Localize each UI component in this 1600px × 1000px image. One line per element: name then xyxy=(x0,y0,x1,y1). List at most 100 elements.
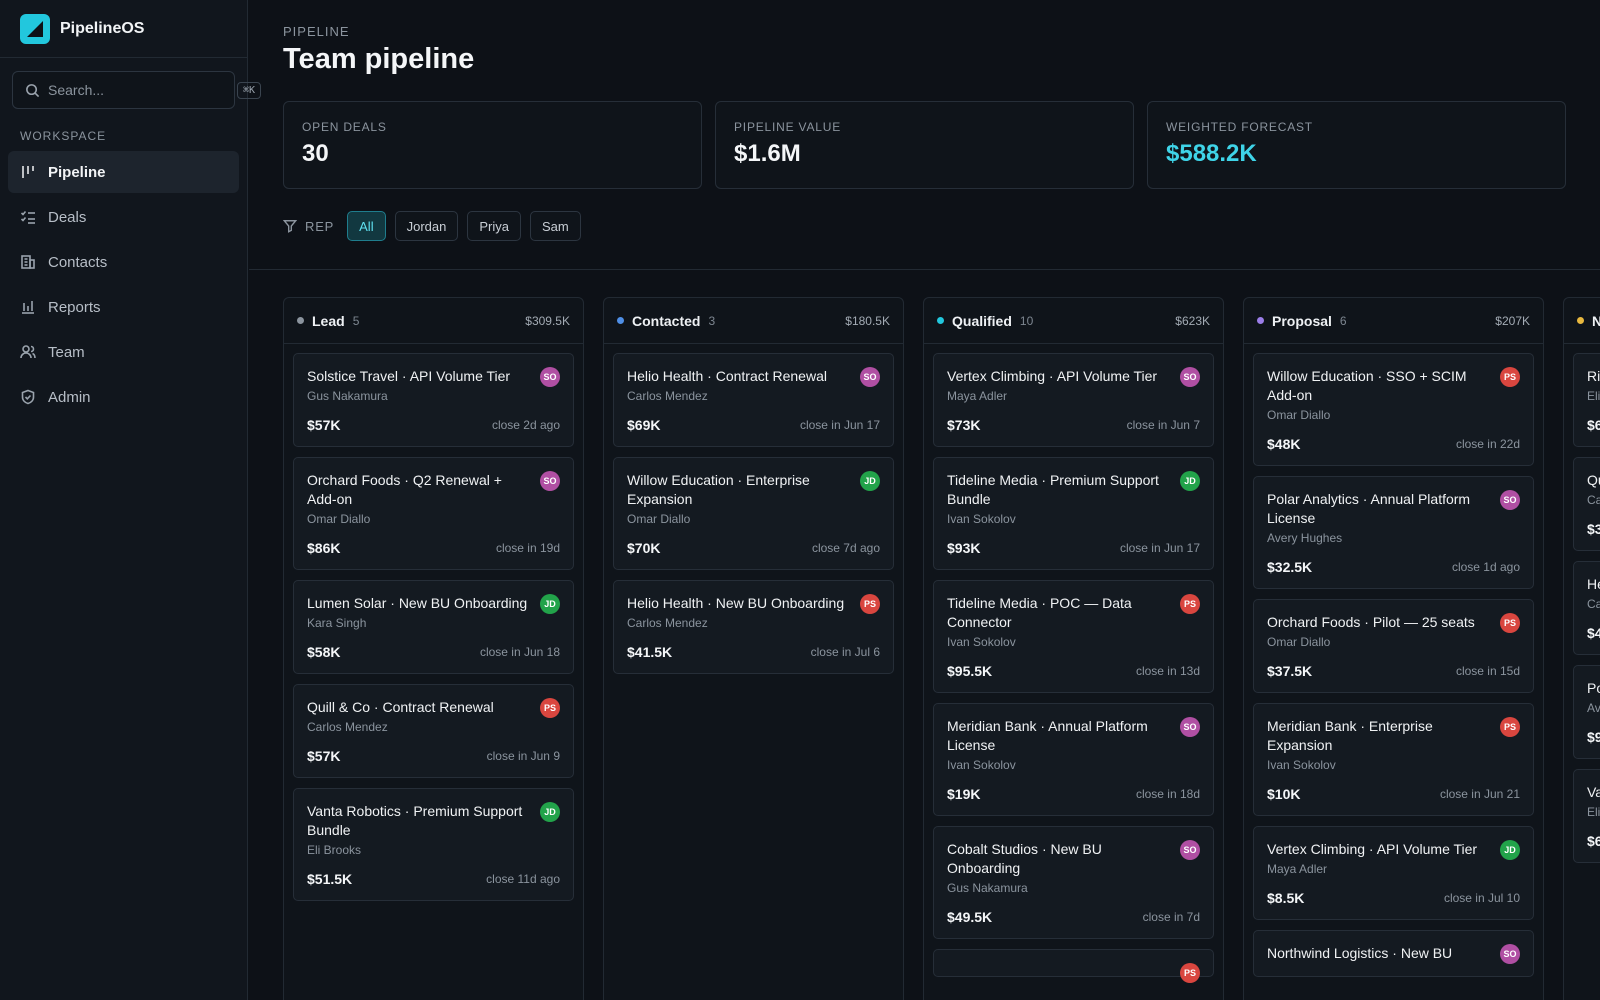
deal-amount: $93K xyxy=(947,540,981,556)
search-input[interactable] xyxy=(48,82,229,98)
sidebar-item-deals[interactable]: Deals xyxy=(8,196,239,238)
stage-dot-icon xyxy=(1577,317,1584,324)
deal-footer: $6 xyxy=(1587,417,1600,433)
deal-title: Tideline Media · Premium Support Bundle xyxy=(947,472,1159,507)
search-box[interactable]: ⌘K xyxy=(12,71,262,109)
deal-amount: $3 xyxy=(1587,521,1600,537)
deal-title: Vanta Robotics · Premium Support Bundle xyxy=(307,803,523,838)
column-header[interactable]: Qualified 10 $623K xyxy=(924,298,1223,344)
deal-card[interactable]: Vertex Climbing · API Volume Tier Maya Ad… xyxy=(1253,826,1534,920)
deal-title: Tideline Media · POC — Data Connector xyxy=(947,595,1132,630)
deal-title: Willow Education · Enterprise Expansion xyxy=(627,472,810,507)
column-header[interactable]: Lead 5 $309.5K xyxy=(284,298,583,344)
deal-card[interactable]: Qu Bu Ca $3 xyxy=(1573,457,1600,551)
column-header[interactable]: N xyxy=(1564,298,1600,344)
app-logo-icon xyxy=(20,13,50,44)
deal-close-date: close in Jun 17 xyxy=(799,418,880,432)
main-content: PIPELINE Team pipeline OPEN DEALS 30 PIP… xyxy=(249,0,1600,1000)
deal-amount: $51.5K xyxy=(307,871,353,887)
deal-card[interactable]: Solstice Travel · API Volume Tier Gus Nak… xyxy=(293,353,574,447)
deal-card[interactable]: Tideline Media · POC — Data Connector Iva… xyxy=(933,580,1214,693)
deal-card[interactable]: PS xyxy=(933,949,1214,983)
column-count: 3 xyxy=(708,313,716,328)
avatar: SO xyxy=(1500,944,1520,964)
deal-card[interactable]: Vanta Robotics · Premium Support Bundle E… xyxy=(293,788,574,901)
deal-amount: $73K xyxy=(947,417,981,433)
avatar: JD xyxy=(540,594,560,614)
deal-title: Orchard Foods · Q2 Renewal + Add-on xyxy=(307,472,502,507)
deal-card[interactable]: Helio Health · Contract Renewal Carlos Me… xyxy=(613,353,894,447)
deal-close-date: close in Jul 10 xyxy=(1443,891,1520,905)
column-header[interactable]: Proposal 6 $207K xyxy=(1244,298,1543,344)
deal-close-date: close in 7d xyxy=(1142,910,1200,924)
deal-card[interactable]: Meridian Bank · Enterprise Expansion Ivan… xyxy=(1253,703,1534,816)
sidebar-item-contacts[interactable]: Contacts xyxy=(8,241,239,283)
search-icon xyxy=(25,83,40,98)
deal-card[interactable]: Po Co Av $9 xyxy=(1573,665,1600,759)
filter-chip-sam[interactable]: Sam xyxy=(529,211,581,241)
avatar: SO xyxy=(1180,840,1200,860)
deal-card[interactable]: Riv Ex Eli $6 xyxy=(1573,353,1600,447)
deal-card[interactable]: Helio Health · New BU Onboarding Carlos M… xyxy=(613,580,894,674)
sidebar-item-admin[interactable]: Admin xyxy=(8,376,239,418)
column-title: Lead xyxy=(312,312,345,329)
deal-amount: $70K xyxy=(627,540,661,556)
sidebar-item-reports[interactable]: Reports xyxy=(8,286,239,328)
deal-card[interactable]: Orchard Foods · Pilot — 25 seats Omar Dia… xyxy=(1253,599,1534,693)
filter-chip-jordan[interactable]: Jordan xyxy=(394,211,459,241)
sidebar-item-pipeline[interactable]: Pipeline xyxy=(8,151,239,193)
avatar: PS xyxy=(1500,717,1520,737)
deal-card[interactable]: Meridian Bank · Annual Platform License I… xyxy=(933,703,1214,816)
filter-chip-priya[interactable]: Priya xyxy=(467,211,521,241)
deal-amount: $10K xyxy=(1267,786,1301,802)
deal-card[interactable]: Lumen Solar · New BU Onboarding Kara Sing… xyxy=(293,580,574,674)
column-header[interactable]: Contacted 3 $180.5K xyxy=(604,298,903,344)
deal-footer: $57K close 2d ago xyxy=(307,417,560,433)
avatar: JD xyxy=(860,471,880,491)
deal-close-date: close in Jun 7 xyxy=(1126,418,1200,432)
deal-card[interactable]: Quill & Co · Contract Renewal Carlos Mend… xyxy=(293,684,574,778)
stat-label: PIPELINE VALUE xyxy=(734,120,842,134)
deal-footer: $57K close in Jun 9 xyxy=(307,748,560,764)
deal-card[interactable]: Tideline Media · Premium Support Bundle I… xyxy=(933,457,1214,570)
checklist-icon xyxy=(20,209,36,225)
deal-owner: Carlos Mendez xyxy=(627,389,708,403)
deal-card[interactable]: Orchard Foods · Q2 Renewal + Add-on Omar … xyxy=(293,457,574,570)
stat-value: $1.6M xyxy=(734,140,801,167)
deal-amount: $37.5K xyxy=(1267,663,1313,679)
deal-card[interactable]: Willow Education · SSO + SCIM Add-on Omar… xyxy=(1253,353,1534,466)
deal-card[interactable]: Vertex Climbing · API Volume Tier Maya Ad… xyxy=(933,353,1214,447)
deal-card[interactable]: Northwind Logistics · New BU SO xyxy=(1253,930,1534,977)
deal-footer: $73K close in Jun 7 xyxy=(947,417,1200,433)
sidebar-item-label: Pipeline xyxy=(48,163,106,181)
deal-title: Lumen Solar · New BU Onboarding xyxy=(307,595,528,611)
avatar: PS xyxy=(860,594,880,614)
filter-label: REP xyxy=(283,219,334,234)
deal-card[interactable]: Cobalt Studios · New BU Onboarding Gus Na… xyxy=(933,826,1214,939)
deal-close-date: close 1d ago xyxy=(1451,560,1520,574)
deal-owner: Avery Hughes xyxy=(1267,531,1343,545)
sidebar-nav: Pipeline Deals Contacts Reports Team Adm… xyxy=(0,151,247,418)
deal-card[interactable]: Willow Education · Enterprise Expansion O… xyxy=(613,457,894,570)
filter-chip-all[interactable]: All xyxy=(347,211,386,241)
bar-chart-icon xyxy=(20,299,36,315)
deal-close-date: close in 19d xyxy=(495,541,560,555)
stat-pipeline-value: PIPELINE VALUE $1.6M xyxy=(715,101,1134,189)
sidebar-item-team[interactable]: Team xyxy=(8,331,239,373)
deal-amount: $57K xyxy=(307,417,341,433)
deal-owner: Omar Diallo xyxy=(307,512,371,526)
deal-card[interactable]: Va Co Eli $6 xyxy=(1573,769,1600,863)
deal-footer: $32.5K close 1d ago xyxy=(1267,559,1520,575)
deal-close-date: close 2d ago xyxy=(491,418,560,432)
brand[interactable]: PipelineOS xyxy=(0,0,247,58)
pipeline-column-n: N Riv Ex Eli $6 Qu Bu Ca $3 He Ca $4 Po Co Av $9 Va C… xyxy=(1563,297,1600,1000)
deal-title: Solstice Travel · API Volume Tier xyxy=(307,368,511,384)
deal-close-date: close 11d ago xyxy=(486,872,560,886)
deal-card[interactable]: Polar Analytics · Annual Platform Licens… xyxy=(1253,476,1534,589)
deal-footer: $4 xyxy=(1587,625,1600,641)
deal-owner: Ca xyxy=(1587,493,1600,507)
deal-owner: Maya Adler xyxy=(1267,862,1328,876)
deal-card[interactable]: He Ca $4 xyxy=(1573,561,1600,655)
column-total: $207K xyxy=(1495,313,1530,328)
deal-footer: $10K close in Jun 21 xyxy=(1267,786,1520,802)
